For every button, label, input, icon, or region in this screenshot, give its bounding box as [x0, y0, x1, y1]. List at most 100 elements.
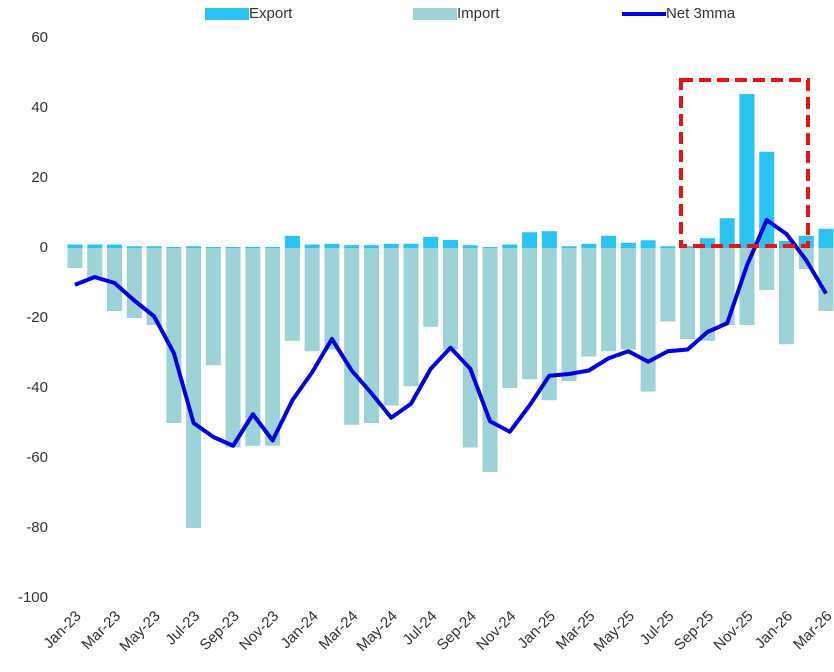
- bar: [640, 240, 656, 248]
- legend-label: Export: [249, 5, 293, 22]
- bar: [561, 248, 577, 381]
- bar: [284, 248, 300, 341]
- bar: [126, 246, 142, 248]
- bar: [146, 248, 162, 325]
- bar: [680, 246, 696, 248]
- bar: [699, 248, 715, 341]
- legend-label: Import: [457, 5, 500, 22]
- bar: [423, 236, 439, 248]
- bar: [620, 248, 636, 350]
- bar: [225, 248, 241, 448]
- x-tick-label: Mar-23: [79, 608, 125, 654]
- bar: [344, 248, 360, 425]
- x-tick-label: Sep-23: [197, 608, 243, 654]
- bar: [462, 245, 478, 248]
- y-tick-label: -40: [26, 379, 48, 396]
- x-tick-label: Mar-25: [553, 608, 599, 654]
- x-tick-label: Jan-25: [514, 608, 558, 652]
- bar: [739, 248, 755, 325]
- bar: [284, 235, 300, 248]
- bar: [443, 248, 458, 350]
- bar: [620, 242, 636, 248]
- bar: [363, 248, 379, 423]
- legend-swatch: [205, 8, 249, 20]
- bar: [719, 248, 735, 325]
- bar: [482, 246, 498, 248]
- x-tick-label: Mar-26: [790, 608, 834, 654]
- x-tick-label: Nov-24: [473, 608, 519, 654]
- bar: [304, 248, 320, 352]
- y-tick-label: -100: [18, 589, 48, 606]
- bar: [462, 248, 478, 448]
- bar: [502, 248, 518, 388]
- bar: [205, 248, 221, 366]
- bar: [265, 246, 281, 248]
- bar: [67, 244, 83, 248]
- bar: [383, 243, 399, 248]
- bar: [324, 248, 340, 350]
- bar: [166, 246, 182, 248]
- y-tick-label: 20: [31, 169, 48, 186]
- bar: [581, 248, 597, 357]
- bar: [403, 248, 419, 387]
- x-tick-label: Jan-24: [277, 608, 321, 652]
- x-tick-label: May-23: [116, 608, 163, 655]
- line: [74, 218, 828, 448]
- bar: [541, 231, 557, 248]
- bar: [739, 94, 755, 248]
- bar: [522, 232, 538, 248]
- bar: [581, 243, 597, 248]
- x-tick-label: Nov-25: [710, 608, 756, 654]
- bar: [423, 248, 439, 327]
- highlight-box: [679, 78, 810, 248]
- bar: [759, 248, 775, 290]
- bar: [205, 246, 221, 248]
- bar: [87, 244, 103, 248]
- x-tick-label: Nov-23: [236, 608, 282, 654]
- x-tick-label: May-24: [353, 608, 400, 655]
- bar: [225, 246, 241, 248]
- bar: [522, 248, 538, 380]
- y-tick-label: -60: [26, 449, 48, 466]
- bar: [245, 248, 261, 446]
- x-tick-label: Jan-26: [752, 608, 796, 652]
- bar: [778, 248, 794, 345]
- bar: [265, 248, 281, 446]
- bar: [541, 248, 557, 401]
- bar: [324, 243, 340, 248]
- bar: [245, 246, 261, 248]
- bar: [660, 246, 676, 248]
- bar: [680, 248, 696, 339]
- x-tick-label: Sep-25: [671, 608, 717, 654]
- bar: [403, 243, 419, 248]
- bar: [818, 248, 834, 311]
- bar: [482, 248, 498, 472]
- bar: [146, 246, 162, 248]
- bar: [186, 248, 202, 528]
- y-tick-label: 40: [31, 99, 48, 116]
- bar: [126, 248, 142, 318]
- bar: [601, 248, 617, 352]
- legend-swatch: [413, 8, 457, 20]
- bar: [660, 248, 676, 322]
- x-tick-label: Sep-24: [434, 608, 480, 654]
- y-tick-label: 60: [31, 29, 48, 46]
- y-tick-label: 0: [40, 239, 48, 256]
- bar: [344, 245, 360, 248]
- bar: [363, 245, 379, 248]
- legend-label: Net 3mma: [666, 5, 736, 22]
- bar: [818, 228, 834, 248]
- bar: [502, 244, 518, 248]
- bar: [87, 248, 103, 280]
- y-tick-label: -80: [26, 519, 48, 536]
- x-tick-label: Mar-24: [316, 608, 362, 654]
- x-tick-label: Jan-23: [40, 608, 84, 652]
- y-tick-label: -20: [26, 309, 48, 326]
- bar: [107, 244, 123, 248]
- bar: [107, 248, 123, 311]
- bar: [383, 248, 399, 406]
- bar: [601, 235, 617, 248]
- x-tick-label: May-25: [591, 608, 638, 655]
- bar: [719, 218, 735, 248]
